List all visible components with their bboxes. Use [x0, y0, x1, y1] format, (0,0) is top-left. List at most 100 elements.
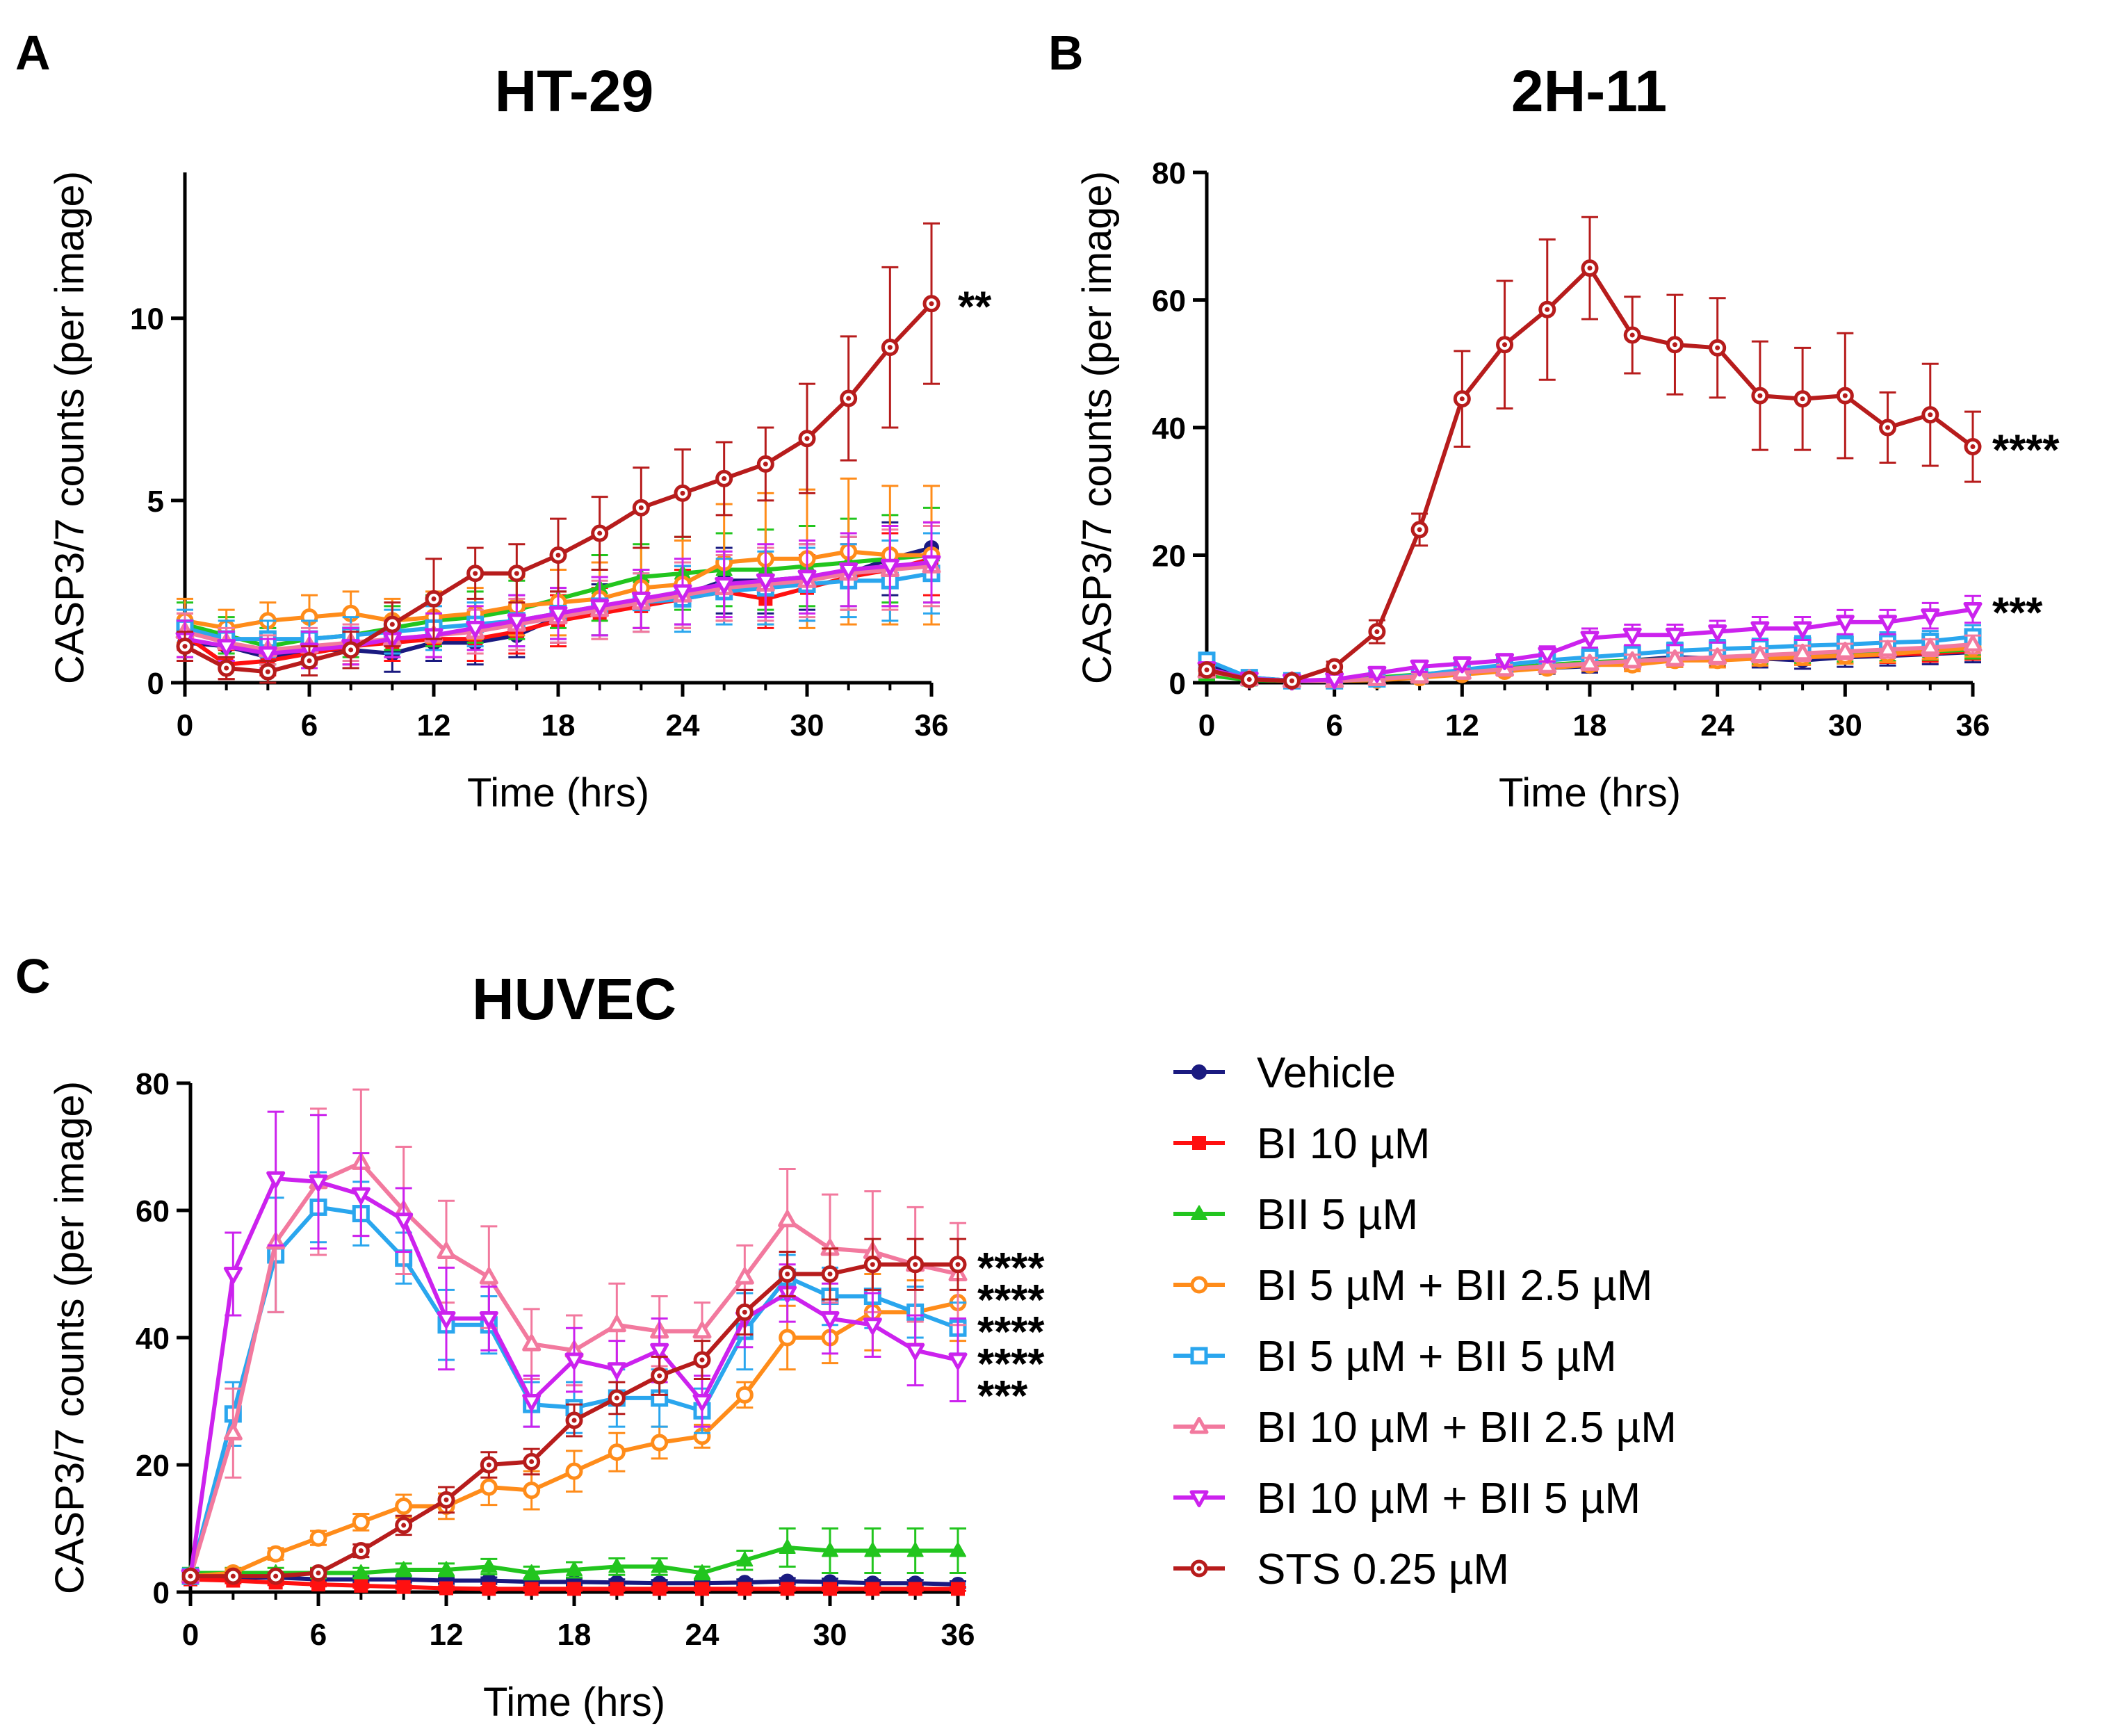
y-tick-label: 40 — [136, 1322, 170, 1356]
data-point-dot — [443, 1497, 449, 1502]
data-point — [1665, 649, 1684, 667]
data-point-dot — [1757, 393, 1763, 398]
data-point — [354, 1578, 368, 1593]
data-point-dot — [316, 1571, 321, 1576]
data-point — [1665, 627, 1684, 645]
data-point — [1367, 665, 1387, 683]
data-point — [1538, 647, 1557, 664]
data-point — [258, 646, 277, 664]
data-point — [692, 1321, 712, 1339]
data-point-dot — [1417, 527, 1422, 533]
data-point — [1452, 656, 1472, 674]
y-tick-label: 0 — [147, 667, 164, 701]
data-point-dot — [638, 505, 644, 510]
data-point — [607, 1362, 626, 1379]
data-point — [692, 1394, 712, 1411]
data-point — [482, 1582, 496, 1596]
data-point — [480, 1557, 498, 1573]
data-point-dot — [486, 1462, 491, 1468]
data-point-dot — [1629, 332, 1635, 338]
x-tick-label: 18 — [1573, 708, 1607, 743]
data-point — [906, 1342, 925, 1361]
data-point — [822, 1542, 838, 1557]
data-point — [590, 599, 610, 616]
data-point — [438, 1561, 455, 1576]
data-point-dot — [401, 1523, 407, 1528]
data-point — [437, 1311, 456, 1329]
data-point-dot — [1289, 678, 1294, 683]
y-tick-label: 80 — [136, 1067, 170, 1101]
data-point-dot — [555, 553, 561, 558]
panel-letter-a: A — [15, 26, 51, 80]
data-point — [1495, 653, 1515, 670]
data-point — [652, 1582, 667, 1596]
data-point — [1835, 615, 1855, 632]
data-point-dot — [1715, 345, 1720, 350]
legend-label: BI 10 µM + BII 5 µM — [1257, 1475, 1641, 1523]
data-point — [548, 606, 568, 624]
data-point-dot — [182, 644, 188, 649]
data-point — [351, 1187, 371, 1205]
data-point-dot — [597, 530, 603, 536]
data-point — [437, 1242, 456, 1259]
significance-label: **** — [1992, 427, 2060, 475]
data-point-dot — [1502, 342, 1508, 348]
data-point — [1921, 638, 1940, 656]
x-tick-label: 30 — [790, 708, 824, 743]
legend-marker-dot — [1196, 1566, 1202, 1571]
data-point — [394, 1212, 414, 1230]
data-point-dot — [307, 658, 312, 664]
legend-marker — [1192, 1136, 1206, 1150]
data-point — [466, 620, 485, 638]
data-point-dot — [514, 571, 519, 576]
data-point — [694, 1564, 710, 1580]
x-axis-label: Time (hrs) — [467, 770, 649, 816]
data-point — [779, 1539, 796, 1554]
data-point — [1622, 627, 1642, 645]
data-point — [566, 1561, 583, 1576]
data-point — [395, 1497, 413, 1515]
legend-item-bi10bii5: BI 10 µM + BII 5 µM — [1173, 1475, 1641, 1523]
x-tick-label: 30 — [813, 1618, 847, 1652]
legend-label: BII 5 µM — [1257, 1191, 1418, 1239]
data-point — [631, 591, 651, 609]
data-point — [223, 1267, 243, 1284]
chart-title-ht29: HT-29 — [495, 58, 654, 124]
data-point — [1921, 608, 1940, 626]
significance-label: **** — [977, 1340, 1045, 1388]
panel-letter-c: C — [15, 949, 51, 1003]
x-tick-label: 0 — [1198, 708, 1215, 743]
data-point — [651, 1557, 668, 1573]
legend-label: BI 10 µM — [1257, 1120, 1430, 1168]
series-sts — [181, 1238, 967, 1585]
data-point — [780, 1582, 795, 1596]
data-point — [311, 1577, 325, 1592]
x-tick-label: 24 — [1700, 708, 1734, 743]
data-point-dot — [1970, 444, 1976, 450]
data-point — [951, 1582, 965, 1596]
chart-title-huvec: HUVEC — [472, 966, 676, 1032]
x-tick-label: 30 — [1828, 708, 1862, 743]
data-point — [608, 1443, 626, 1461]
data-point-dot — [1672, 342, 1677, 348]
data-point — [352, 1564, 370, 1580]
data-point — [736, 1551, 754, 1567]
data-point-dot — [680, 490, 685, 496]
x-tick-label: 12 — [430, 1618, 464, 1652]
data-point-dot — [827, 1272, 833, 1276]
data-point-dot — [571, 1418, 577, 1423]
significance-label: **** — [977, 1308, 1045, 1356]
legend-label: STS 0.25 µM — [1257, 1546, 1509, 1593]
data-point — [1793, 621, 1812, 639]
y-axis-label: CASP3/7 counts (per image) — [47, 171, 92, 684]
legend-marker — [1190, 1276, 1208, 1294]
data-point-dot — [1459, 396, 1465, 402]
y-tick-label: 5 — [147, 485, 164, 519]
legend-label: BI 5 µM + BII 2.5 µM — [1257, 1262, 1652, 1310]
legend-item-bi10: BI 10 µM — [1173, 1120, 1430, 1168]
data-point-dot — [722, 476, 727, 481]
data-point — [1963, 634, 1983, 652]
data-point — [1963, 601, 1983, 619]
series-line — [1206, 266, 1974, 683]
x-axis-label: Time (hrs) — [483, 1680, 665, 1725]
